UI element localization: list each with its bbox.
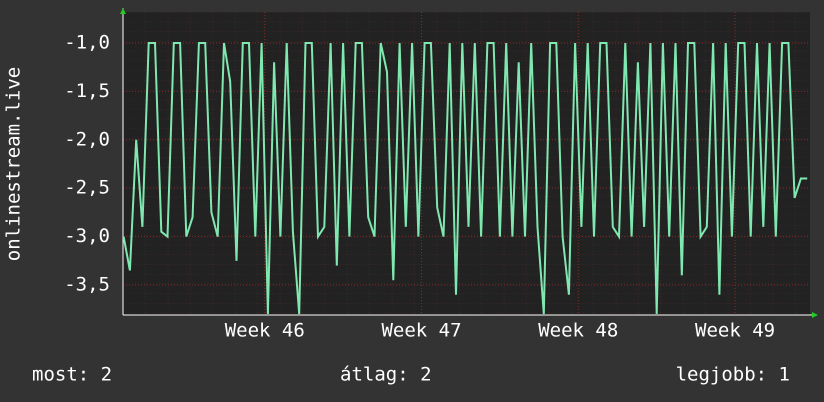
footer-current: most: 2: [32, 364, 112, 386]
footer-average: átlag: 2: [340, 364, 432, 386]
y-tick-label: -1,0: [64, 31, 110, 53]
y-axis-arrow: [120, 8, 126, 14]
x-tick-label: Week 49: [695, 320, 775, 342]
y-axis-label: onlinestream.live: [3, 67, 25, 261]
y-tick-label: -3,5: [64, 273, 110, 295]
y-tick-label: -3,0: [64, 225, 110, 247]
y-tick-label: -1,5: [64, 80, 110, 102]
footer-best: legjobb: 1: [676, 364, 790, 386]
x-tick-label: Week 46: [225, 320, 305, 342]
y-tick-label: -2,5: [64, 177, 110, 199]
x-tick-label: Week 48: [538, 320, 618, 342]
y-tick-label: -2,0: [64, 128, 110, 150]
x-axis-arrow: [812, 312, 818, 318]
x-tick-label: Week 47: [381, 320, 461, 342]
data-line: [123, 42, 808, 315]
